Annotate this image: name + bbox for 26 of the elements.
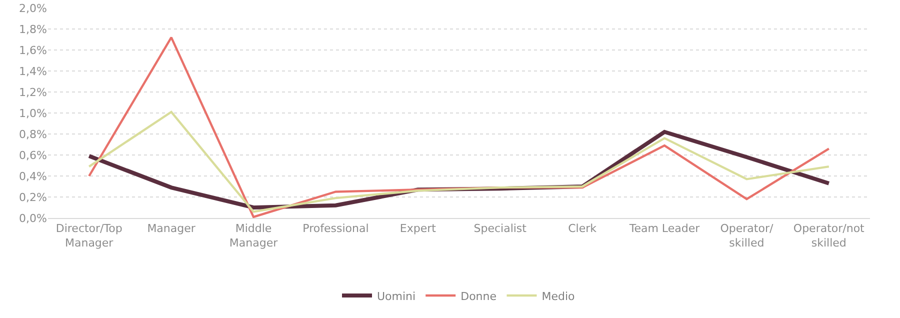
legend-label: Medio	[542, 290, 576, 303]
x-tick-label: Manager	[147, 222, 196, 236]
y-tick-label: 0,0%	[19, 212, 47, 225]
y-tick-label: 1,8%	[19, 22, 47, 36]
line-series	[88, 36, 830, 218]
y-tick-label: 0,2%	[19, 190, 47, 204]
x-tick-label: Team Leader	[628, 222, 700, 236]
y-tick-label: 1,2%	[19, 86, 47, 99]
y-tick-label: 0,4%	[19, 170, 47, 183]
legend-label: Donne	[460, 290, 497, 303]
x-tick-label: Professional	[302, 222, 369, 236]
x-tick-label: Operator/ skilled	[720, 222, 774, 250]
y-tick-label: 2,0%	[19, 2, 47, 15]
x-tick-label: Clerk	[568, 222, 598, 236]
x-tick-label: Operator/not skilled	[793, 222, 866, 250]
x-tick-label: Expert	[400, 222, 437, 236]
x-tick-label: Specialist	[474, 222, 528, 236]
legend-label: Uomini	[377, 290, 416, 303]
y-tick-label: 1,4%	[19, 64, 47, 78]
y-tick-label: 1,6%	[19, 44, 47, 57]
line-series	[88, 110, 830, 213]
y-tick-label: 1,0%	[19, 106, 47, 120]
y-tick-label: 0,6%	[19, 148, 47, 162]
y-tick-label: 0,8%	[19, 128, 47, 141]
x-tick-label: Director/Top Manager	[56, 222, 122, 250]
x-tick-label: Middle Manager	[229, 222, 278, 250]
